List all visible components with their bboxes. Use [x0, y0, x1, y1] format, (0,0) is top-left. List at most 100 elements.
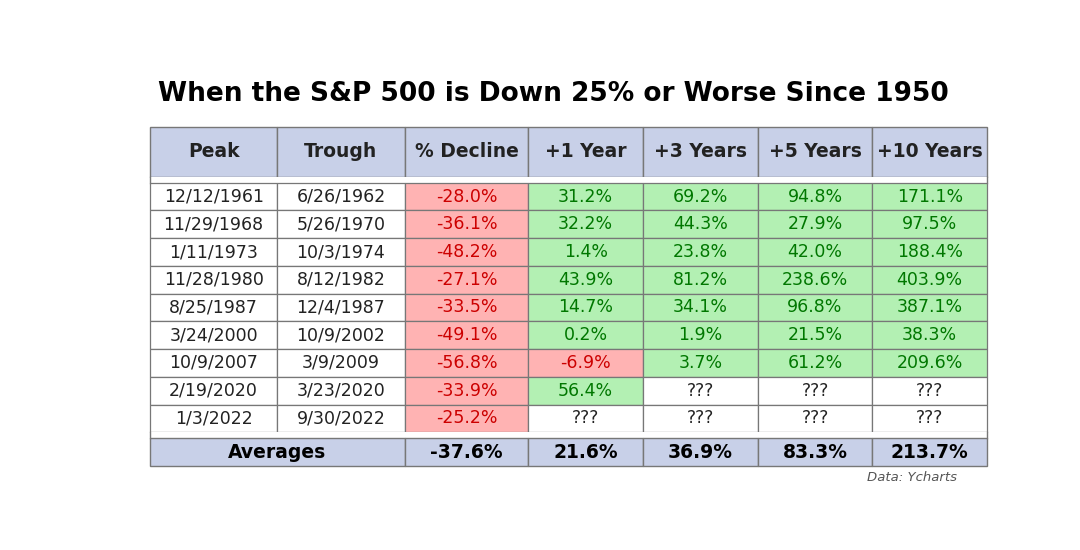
Text: 21.5%: 21.5% — [787, 326, 842, 344]
Bar — [150, 211, 278, 238]
Text: 34.1%: 34.1% — [673, 299, 728, 316]
Text: 188.4%: 188.4% — [896, 243, 962, 261]
Text: ???: ??? — [916, 382, 944, 400]
Text: ???: ??? — [687, 410, 714, 427]
Text: ???: ??? — [687, 382, 714, 400]
Bar — [150, 438, 405, 466]
Text: 10/9/2007: 10/9/2007 — [170, 354, 258, 372]
Text: -25.2%: -25.2% — [435, 410, 497, 427]
Text: 61.2%: 61.2% — [787, 354, 842, 372]
Text: -56.8%: -56.8% — [435, 354, 497, 372]
Bar — [643, 128, 758, 177]
Text: Data: Ycharts: Data: Ycharts — [867, 471, 957, 485]
Bar — [405, 266, 528, 294]
Text: -33.5%: -33.5% — [435, 299, 497, 316]
Bar — [643, 377, 758, 405]
Text: 21.6%: 21.6% — [553, 443, 618, 462]
Bar — [873, 211, 987, 238]
Bar — [643, 349, 758, 377]
Bar — [758, 349, 873, 377]
Text: 23.8%: 23.8% — [673, 243, 728, 261]
Text: -28.0%: -28.0% — [435, 188, 497, 206]
Bar — [873, 321, 987, 349]
Bar — [528, 211, 643, 238]
Text: -36.1%: -36.1% — [435, 215, 497, 233]
Text: % Decline: % Decline — [415, 142, 518, 162]
Bar — [643, 321, 758, 349]
Bar — [528, 238, 643, 266]
Bar — [528, 128, 643, 177]
Bar — [758, 321, 873, 349]
Text: 81.2%: 81.2% — [673, 271, 728, 289]
Text: 44.3%: 44.3% — [673, 215, 728, 233]
Text: ???: ??? — [801, 382, 828, 400]
Bar — [643, 183, 758, 211]
Text: 1.4%: 1.4% — [564, 243, 608, 261]
Bar — [873, 294, 987, 321]
Bar — [278, 405, 405, 432]
Text: 6/26/1962: 6/26/1962 — [296, 188, 386, 206]
Text: 10/3/1974: 10/3/1974 — [297, 243, 386, 261]
Bar — [873, 183, 987, 211]
Bar — [643, 405, 758, 432]
Text: 96.8%: 96.8% — [787, 299, 842, 316]
Text: 83.3%: 83.3% — [783, 443, 848, 462]
Text: 387.1%: 387.1% — [896, 299, 962, 316]
Bar — [405, 405, 528, 432]
Text: 56.4%: 56.4% — [558, 382, 613, 400]
Bar — [528, 377, 643, 405]
Bar — [758, 294, 873, 321]
Bar — [405, 183, 528, 211]
Text: 3/23/2020: 3/23/2020 — [297, 382, 386, 400]
Bar — [643, 266, 758, 294]
Bar — [405, 321, 528, 349]
Bar — [150, 294, 278, 321]
Text: +3 Years: +3 Years — [653, 142, 747, 162]
Text: 9/30/2022: 9/30/2022 — [297, 410, 386, 427]
Text: 43.9%: 43.9% — [558, 271, 613, 289]
Bar — [758, 405, 873, 432]
Bar — [150, 405, 278, 432]
Bar — [278, 211, 405, 238]
Text: 27.9%: 27.9% — [787, 215, 842, 233]
Text: 3/9/2009: 3/9/2009 — [302, 354, 380, 372]
Bar — [528, 321, 643, 349]
Bar — [758, 438, 873, 466]
Bar — [150, 238, 278, 266]
Bar — [278, 238, 405, 266]
Bar — [873, 405, 987, 432]
Text: 69.2%: 69.2% — [673, 188, 728, 206]
Text: 171.1%: 171.1% — [896, 188, 962, 206]
Text: 0.2%: 0.2% — [564, 326, 608, 344]
Text: 209.6%: 209.6% — [896, 354, 963, 372]
Text: ???: ??? — [801, 410, 828, 427]
Text: 403.9%: 403.9% — [896, 271, 962, 289]
Bar — [278, 349, 405, 377]
Bar — [873, 128, 987, 177]
Text: 38.3%: 38.3% — [902, 326, 957, 344]
Text: 31.2%: 31.2% — [558, 188, 613, 206]
Text: When the S&P 500 is Down 25% or Worse Since 1950: When the S&P 500 is Down 25% or Worse Si… — [158, 81, 949, 107]
Text: 10/9/2002: 10/9/2002 — [297, 326, 386, 344]
Bar — [873, 238, 987, 266]
Text: -6.9%: -6.9% — [561, 354, 611, 372]
Text: +10 Years: +10 Years — [877, 142, 983, 162]
Text: 12/4/1987: 12/4/1987 — [297, 299, 386, 316]
Text: -49.1%: -49.1% — [435, 326, 497, 344]
Text: 3/24/2000: 3/24/2000 — [170, 326, 258, 344]
Bar — [150, 128, 278, 177]
Bar — [528, 438, 643, 466]
Bar — [405, 238, 528, 266]
Bar — [150, 377, 278, 405]
Text: 94.8%: 94.8% — [787, 188, 842, 206]
Bar — [758, 266, 873, 294]
Text: +1 Year: +1 Year — [545, 142, 626, 162]
Bar — [758, 377, 873, 405]
Bar — [405, 377, 528, 405]
Text: 8/12/1982: 8/12/1982 — [297, 271, 386, 289]
Bar — [528, 405, 643, 432]
Text: 1/11/1973: 1/11/1973 — [170, 243, 258, 261]
Bar — [873, 438, 987, 466]
Text: Averages: Averages — [228, 443, 326, 462]
Bar — [150, 177, 987, 183]
